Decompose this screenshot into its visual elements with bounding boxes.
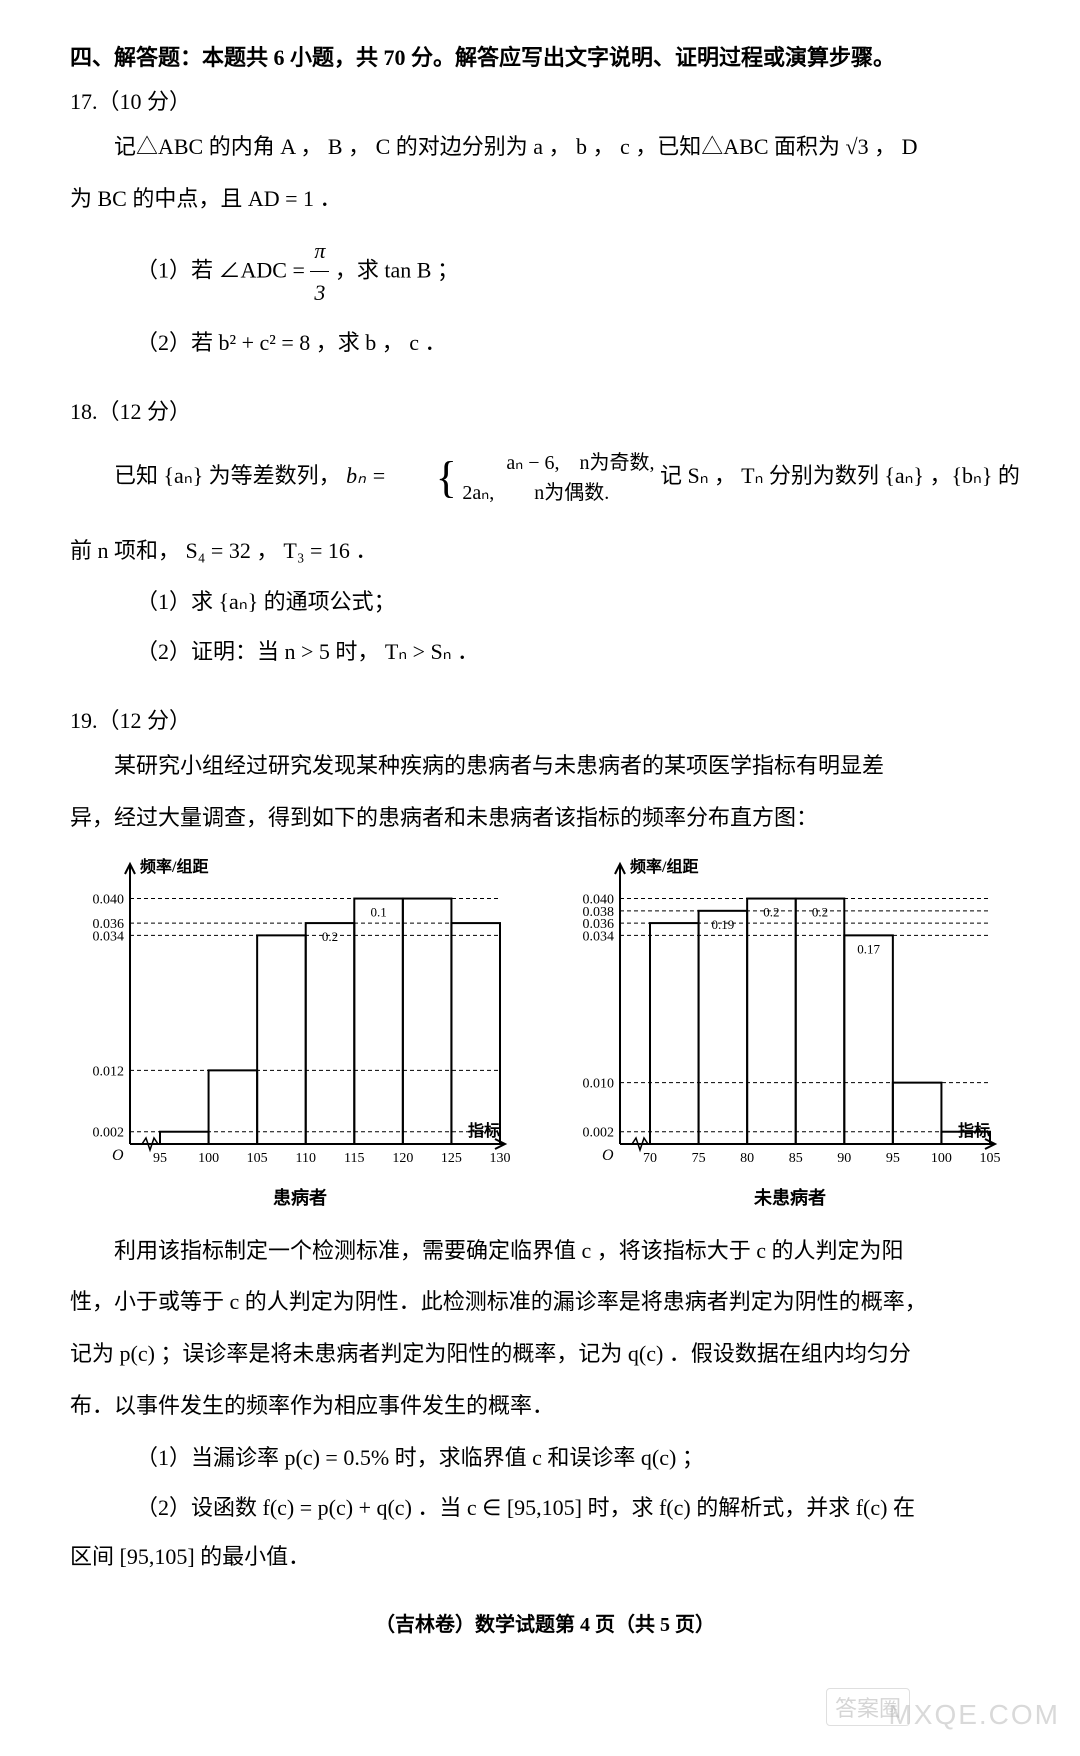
frac-den: 3	[310, 272, 329, 314]
p19-after4: 布．以事件发生的频率作为相应事件发生的概率．	[70, 1385, 1020, 1427]
svg-text:0.040: 0.040	[583, 892, 615, 907]
svg-text:115: 115	[344, 1151, 364, 1166]
cases-content: aₙ − 6, n为奇数, 2aₙ, n为偶数.	[462, 448, 654, 508]
problem-18-number: 18.（12 分）	[70, 394, 1020, 426]
svg-text:O: O	[112, 1147, 124, 1164]
svg-text:95: 95	[153, 1151, 167, 1166]
svg-text:110: 110	[295, 1151, 315, 1166]
case2: 2aₙ, n为偶数.	[462, 482, 609, 504]
p17-sub1-prefix: （1）若 ∠ADC =	[136, 257, 310, 282]
problem-18-body-2: 前 n 项和， S₄ = 32 ， T₃ = 16 ．	[70, 530, 1020, 572]
svg-text:70: 70	[643, 1151, 657, 1166]
problem-18-sub2: （2）证明：当 n > 5 时， Tₙ > Sₙ ．	[136, 631, 1020, 673]
svg-text:105: 105	[247, 1151, 268, 1166]
p18-prefix: 已知 {aₙ} 为等差数列，	[114, 463, 341, 488]
p17-line1: 记△ABC 的内角 A ， B ， C 的对边分别为 a ， b ， c ，已知…	[114, 134, 918, 159]
p19-l1: 某研究小组经过研究发现某种疾病的患病者与未患病者的某项医学指标有明显差	[70, 745, 1020, 787]
p19-after2: 性，小于或等于 c 的人判定为阴性．此检测标准的漏诊率是将患病者判定为阴性的概率…	[70, 1281, 1020, 1323]
svg-text:指标: 指标	[468, 1121, 500, 1140]
svg-text:指标: 指标	[958, 1121, 990, 1140]
svg-text:90: 90	[837, 1151, 851, 1166]
problem-18: 18.（12 分） 已知 {aₙ} 为等差数列， bₙ = { aₙ − 6, …	[70, 394, 1020, 673]
chart-2-histogram: 频率/组距指标O0.0020.0100.0340.0360.0380.0400.…	[560, 854, 1000, 1174]
section-header: 四、解答题：本题共 6 小题，共 70 分。解答应写出文字说明、证明过程或演算步…	[70, 40, 1020, 72]
svg-text:100: 100	[931, 1151, 952, 1166]
svg-text:80: 80	[740, 1151, 754, 1166]
problem-17-body-2: 为 BC 的中点，且 AD = 1 ．	[70, 178, 1020, 220]
bn-label: bₙ =	[346, 463, 392, 488]
svg-text:0.19: 0.19	[711, 916, 734, 931]
svg-text:0.1: 0.1	[370, 904, 386, 919]
histogram-row: 频率/组距指标O0.0020.0120.0340.0360.0400.20.19…	[70, 854, 1020, 1210]
svg-text:频率/组距: 频率/组距	[140, 857, 208, 876]
svg-text:0.002: 0.002	[583, 1125, 615, 1140]
chart-2-caption: 未患病者	[560, 1184, 1020, 1210]
problem-19-sub1: （1）当漏诊率 p(c) = 0.5% 时，求临界值 c 和误诊率 q(c) ；	[136, 1437, 1020, 1479]
svg-text:0.2: 0.2	[763, 904, 779, 919]
svg-text:0.2: 0.2	[812, 904, 828, 919]
problem-19-sub2-l2: 区间 [95,105] 的最小值．	[70, 1536, 1020, 1578]
fraction-pi-3: π 3	[310, 230, 329, 315]
problem-17-number: 17.（10 分）	[70, 84, 1020, 116]
svg-text:0.010: 0.010	[583, 1076, 615, 1091]
chart-2-wrap: 频率/组距指标O0.0020.0100.0340.0360.0380.0400.…	[560, 854, 1020, 1210]
problem-17-body: 记△ABC 的内角 A ， B ， C 的对边分别为 a ， b ， c ，已知…	[70, 126, 1020, 168]
svg-text:85: 85	[789, 1151, 803, 1166]
p18-suffix: 记 Sₙ ， Tₙ 分别为数列 {aₙ} ，{bₙ} 的	[660, 463, 1020, 488]
p17-sub1-suffix: ，求 tan B ；	[335, 257, 459, 282]
problem-19-number: 19.（12 分）	[70, 703, 1020, 735]
chart-1-caption: 患病者	[70, 1184, 530, 1210]
p19-l2: 异，经过大量调查，得到如下的患病者和未患病者该指标的频率分布直方图：	[70, 797, 1020, 839]
problem-17-sub1: （1）若 ∠ADC = π 3 ，求 tan B ；	[136, 230, 1020, 315]
chart-1-wrap: 频率/组距指标O0.0020.0120.0340.0360.0400.20.19…	[70, 854, 530, 1210]
svg-text:75: 75	[692, 1151, 706, 1166]
svg-text:125: 125	[441, 1151, 462, 1166]
problem-19: 19.（12 分） 某研究小组经过研究发现某种疾病的患病者与未患病者的某项医学指…	[70, 703, 1020, 1578]
svg-text:O: O	[602, 1147, 614, 1164]
svg-text:0.17: 0.17	[857, 941, 880, 956]
svg-text:频率/组距: 频率/组距	[630, 857, 698, 876]
svg-text:0.2: 0.2	[322, 929, 338, 944]
page-footer: （吉林卷）数学试题第 4 页（共 5 页）	[70, 1608, 1020, 1637]
cases-brace-icon: {	[392, 436, 457, 520]
watermark-text: MXQE.COM	[888, 1699, 1060, 1731]
svg-text:0.040: 0.040	[93, 892, 125, 907]
svg-text:0.012: 0.012	[93, 1064, 125, 1079]
svg-text:0.002: 0.002	[93, 1125, 125, 1140]
svg-text:95: 95	[886, 1151, 900, 1166]
svg-text:130: 130	[490, 1151, 511, 1166]
problem-18-body: 已知 {aₙ} 为等差数列， bₙ = { aₙ − 6, n为奇数, 2aₙ,…	[70, 436, 1020, 520]
svg-text:120: 120	[392, 1151, 413, 1166]
svg-text:100: 100	[198, 1151, 219, 1166]
p19-after1: 利用该指标制定一个检测标准，需要确定临界值 c ，将该指标大于 c 的人判定为阳	[70, 1230, 1020, 1272]
problem-17-sub2: （2）若 b² + c² = 8 ，求 b ， c ．	[136, 322, 1020, 364]
problem-18-sub1: （1）求 {aₙ} 的通项公式；	[136, 581, 1020, 623]
svg-text:0.036: 0.036	[93, 917, 125, 932]
problem-19-sub2-l1: （2）设函数 f(c) = p(c) + q(c) ．当 c ∈ [95,105…	[136, 1487, 1020, 1529]
case1: aₙ − 6, n为奇数,	[506, 452, 654, 474]
problem-17: 17.（10 分） 记△ABC 的内角 A ， B ， C 的对边分别为 a ，…	[70, 84, 1020, 364]
frac-num: π	[310, 230, 329, 273]
chart-1-histogram: 频率/组距指标O0.0020.0120.0340.0360.0400.20.19…	[70, 854, 510, 1174]
p19-after3: 记为 p(c) ；误诊率是将未患病者判定为阳性的概率，记为 q(c) ．假设数据…	[70, 1333, 1020, 1375]
svg-text:105: 105	[980, 1151, 1001, 1166]
